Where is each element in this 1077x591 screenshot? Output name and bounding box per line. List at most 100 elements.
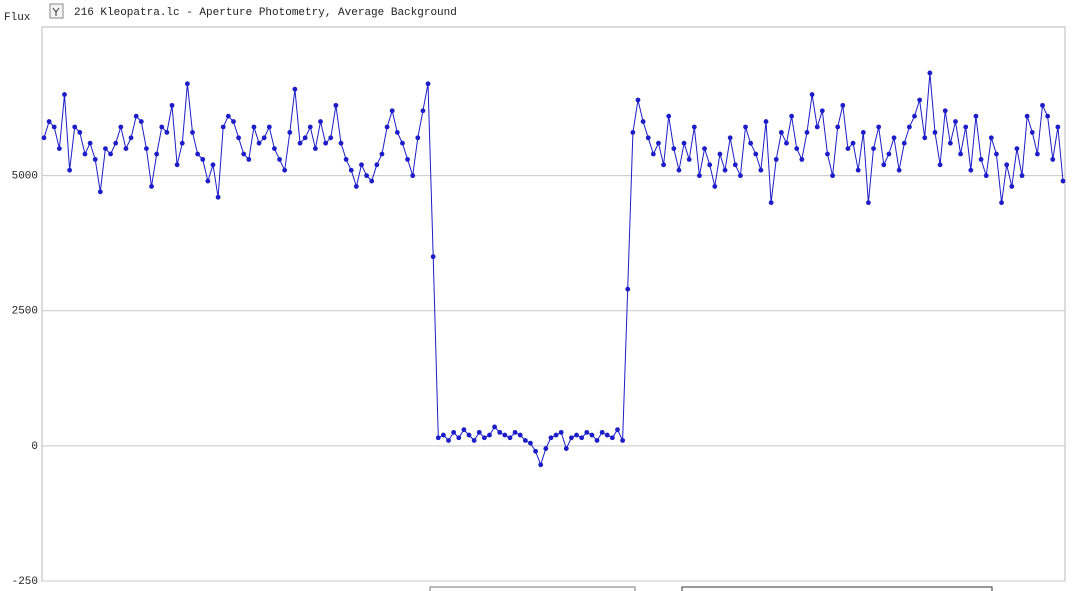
data-point [210, 162, 216, 168]
data-point [56, 146, 62, 152]
data-point [272, 146, 277, 152]
data-point [609, 435, 615, 441]
data-point [620, 438, 626, 443]
data-point [128, 135, 134, 141]
data-point [645, 135, 651, 141]
data-point [574, 432, 579, 438]
data-point [871, 146, 876, 152]
data-point [359, 162, 364, 168]
data-point [840, 102, 846, 108]
data-point [594, 438, 600, 443]
data-point [184, 81, 190, 87]
data-point [722, 167, 728, 173]
data-point [282, 167, 288, 173]
data-point [1050, 157, 1056, 162]
data-point [727, 135, 733, 141]
data-point [947, 140, 953, 146]
data-point [200, 157, 206, 162]
data-point [697, 173, 702, 179]
data-point [548, 435, 554, 441]
y-tick-label: -250 [12, 576, 38, 588]
y-axis-label: Flux [4, 12, 31, 24]
data-point [461, 427, 467, 433]
data-point [394, 129, 400, 135]
data-point [686, 157, 692, 162]
plot-area [41, 26, 1066, 582]
data-point [118, 124, 124, 130]
data-point [51, 124, 57, 130]
data-point [312, 146, 318, 152]
data-point [133, 113, 139, 119]
data-point [963, 124, 969, 130]
data-point [763, 119, 769, 124]
data-point [435, 435, 441, 441]
data-point [917, 97, 923, 103]
data-point [784, 140, 789, 146]
data-point [318, 119, 323, 124]
data-point [635, 97, 641, 103]
data-point [82, 151, 88, 157]
data-point [830, 173, 835, 179]
chart-title: 216 Kleopatra.lc - Aperture Photometry, … [74, 7, 457, 19]
data-point [912, 113, 917, 119]
data-point [154, 151, 160, 157]
data-point [302, 135, 308, 141]
data-point [369, 178, 375, 184]
data-point [615, 427, 620, 433]
data-point [415, 135, 421, 141]
data-point [328, 135, 334, 141]
data-point [538, 462, 544, 468]
data-point [953, 119, 958, 124]
data-point [215, 194, 221, 200]
data-point [297, 140, 303, 146]
data-point [691, 124, 697, 130]
data-point [717, 151, 723, 157]
data-point [251, 124, 257, 130]
data-point [451, 429, 457, 435]
data-point [374, 162, 380, 168]
flux-line [43, 72, 1064, 467]
data-point [476, 429, 482, 435]
data-point [430, 254, 436, 260]
data-point [400, 140, 405, 146]
data-point [287, 129, 293, 135]
data-point [927, 70, 933, 76]
data-point [866, 200, 871, 206]
data-point [799, 157, 805, 162]
data-point [994, 151, 999, 157]
data-point [420, 108, 426, 114]
data-point [932, 129, 938, 135]
data-point [1040, 102, 1045, 108]
data-point [1014, 146, 1020, 152]
data-point [819, 108, 825, 114]
data-point [958, 151, 963, 157]
data-point [968, 167, 974, 173]
data-point [814, 124, 820, 130]
data-point [850, 140, 856, 146]
data-point [671, 146, 677, 152]
status-panel [429, 586, 636, 591]
data-point [92, 157, 98, 162]
y-tick-label: 5000 [12, 171, 38, 183]
data-point [758, 167, 764, 173]
data-point [87, 140, 93, 146]
data-point [256, 140, 262, 146]
data-point [988, 135, 994, 141]
data-point [942, 108, 948, 114]
data-point [67, 167, 73, 173]
data-point [906, 124, 912, 130]
data-point [231, 119, 236, 124]
data-point [983, 173, 989, 179]
data-point [789, 113, 795, 119]
data-point [277, 157, 282, 162]
data-point [225, 113, 231, 119]
data-point [702, 146, 707, 152]
data-point [743, 124, 748, 130]
data-point [835, 124, 841, 130]
data-point [589, 432, 595, 438]
data-point [753, 151, 759, 157]
data-point [1009, 184, 1015, 189]
data-point [1034, 151, 1040, 157]
